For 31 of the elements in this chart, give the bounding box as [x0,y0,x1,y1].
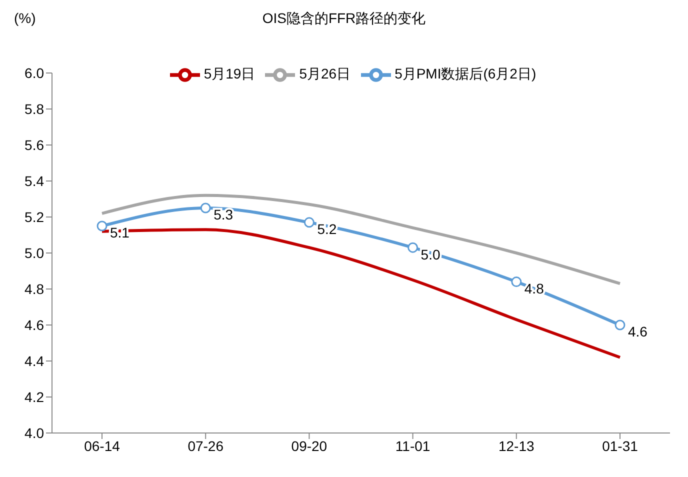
point [304,217,314,228]
line-series [100,194,622,286]
point [96,220,108,232]
x-tick-label: 09-20 [291,438,328,454]
x-tick-label: 12-13 [498,438,535,454]
y-tick-label: 4.6 [24,316,44,333]
point [511,276,522,288]
legend-label: 5月19日 [204,66,256,82]
x-tick-label: 01-31 [602,438,638,454]
x-tick-label: 11-01 [395,438,430,454]
y-tick-label: 5.4 [24,172,44,189]
y-tick-label: 4.2 [24,388,44,405]
point [200,202,211,214]
data-label: 4.6 [628,324,648,340]
y-axis-title: (%) [14,10,36,26]
y-tick-label: 5.2 [24,208,44,225]
legend-label: 5月26日 [299,66,351,82]
point [408,242,418,253]
legend-label: 5月PMI数据后(6月2日) [394,66,536,82]
y-tick-label: 6.0 [24,64,44,81]
y-tick-label: 4.0 [24,424,44,441]
y-tick-label: 4.8 [24,280,44,297]
chart-title: OIS隐含的FFR路径的变化 [262,10,426,26]
data-label: 5.3 [214,206,234,223]
x-tick-label: 06-14 [84,438,120,454]
y-tick-label: 5.8 [24,100,44,117]
y-tick-label: 5.6 [24,136,44,153]
y-tick-label: 4.4 [24,352,44,369]
point [614,320,626,330]
y-tick-label: 5.0 [24,244,44,261]
x-tick-label: 07-26 [188,438,224,454]
